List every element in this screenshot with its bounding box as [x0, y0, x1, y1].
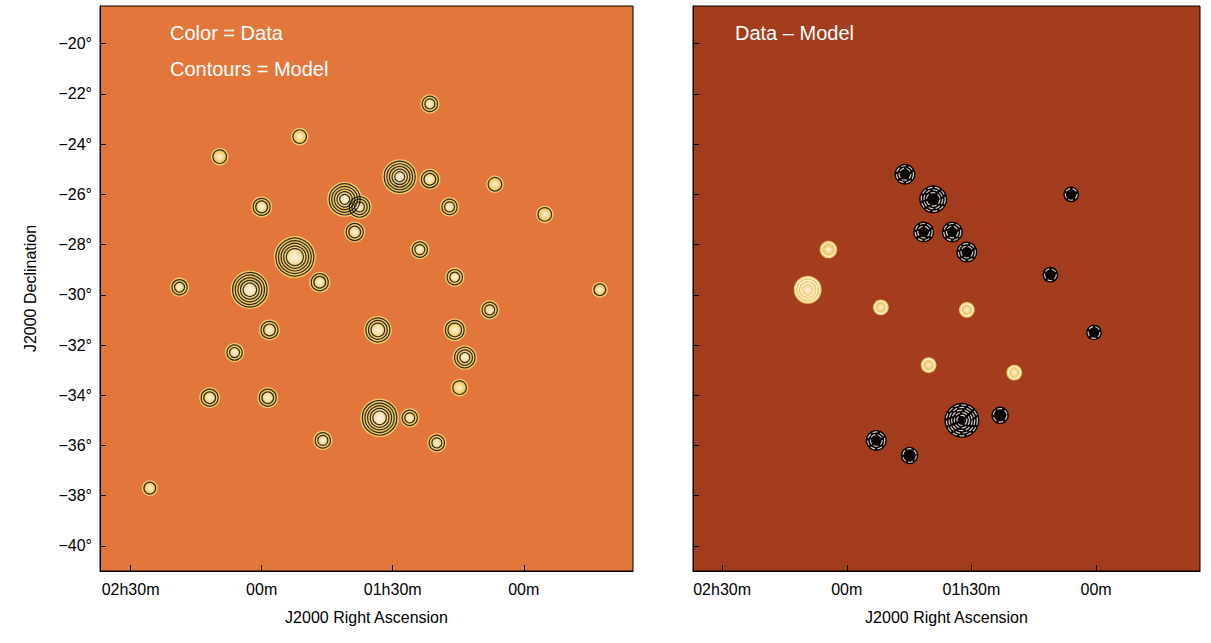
svg-text:−36°: −36°	[58, 437, 92, 454]
svg-text:J2000 Right Ascension: J2000 Right Ascension	[285, 609, 448, 626]
svg-text:−26°: −26°	[58, 186, 92, 203]
svg-text:−24°: −24°	[58, 136, 92, 153]
svg-text:00m: 00m	[246, 581, 277, 598]
svg-text:Contours = Model: Contours = Model	[170, 58, 328, 80]
svg-text:02h30m: 02h30m	[102, 581, 160, 598]
svg-text:Data – Model: Data – Model	[735, 22, 854, 44]
svg-text:−30°: −30°	[58, 286, 92, 303]
svg-text:00m: 00m	[1081, 581, 1112, 598]
svg-text:00m: 00m	[831, 581, 862, 598]
svg-text:−32°: −32°	[58, 337, 92, 354]
svg-text:Color = Data: Color = Data	[170, 22, 284, 44]
svg-text:01h30m: 01h30m	[364, 581, 422, 598]
svg-text:−40°: −40°	[58, 537, 92, 554]
svg-text:−34°: −34°	[58, 387, 92, 404]
svg-text:02h30m: 02h30m	[693, 581, 751, 598]
svg-text:−38°: −38°	[58, 487, 92, 504]
svg-text:−20°: −20°	[58, 35, 92, 52]
svg-text:J2000 Right Ascension: J2000 Right Ascension	[865, 609, 1028, 626]
svg-text:J2000 Declination: J2000 Declination	[22, 225, 39, 352]
svg-text:−28°: −28°	[58, 236, 92, 253]
svg-text:−22°: −22°	[58, 85, 92, 102]
svg-text:00m: 00m	[508, 581, 539, 598]
svg-text:01h30m: 01h30m	[943, 581, 1001, 598]
